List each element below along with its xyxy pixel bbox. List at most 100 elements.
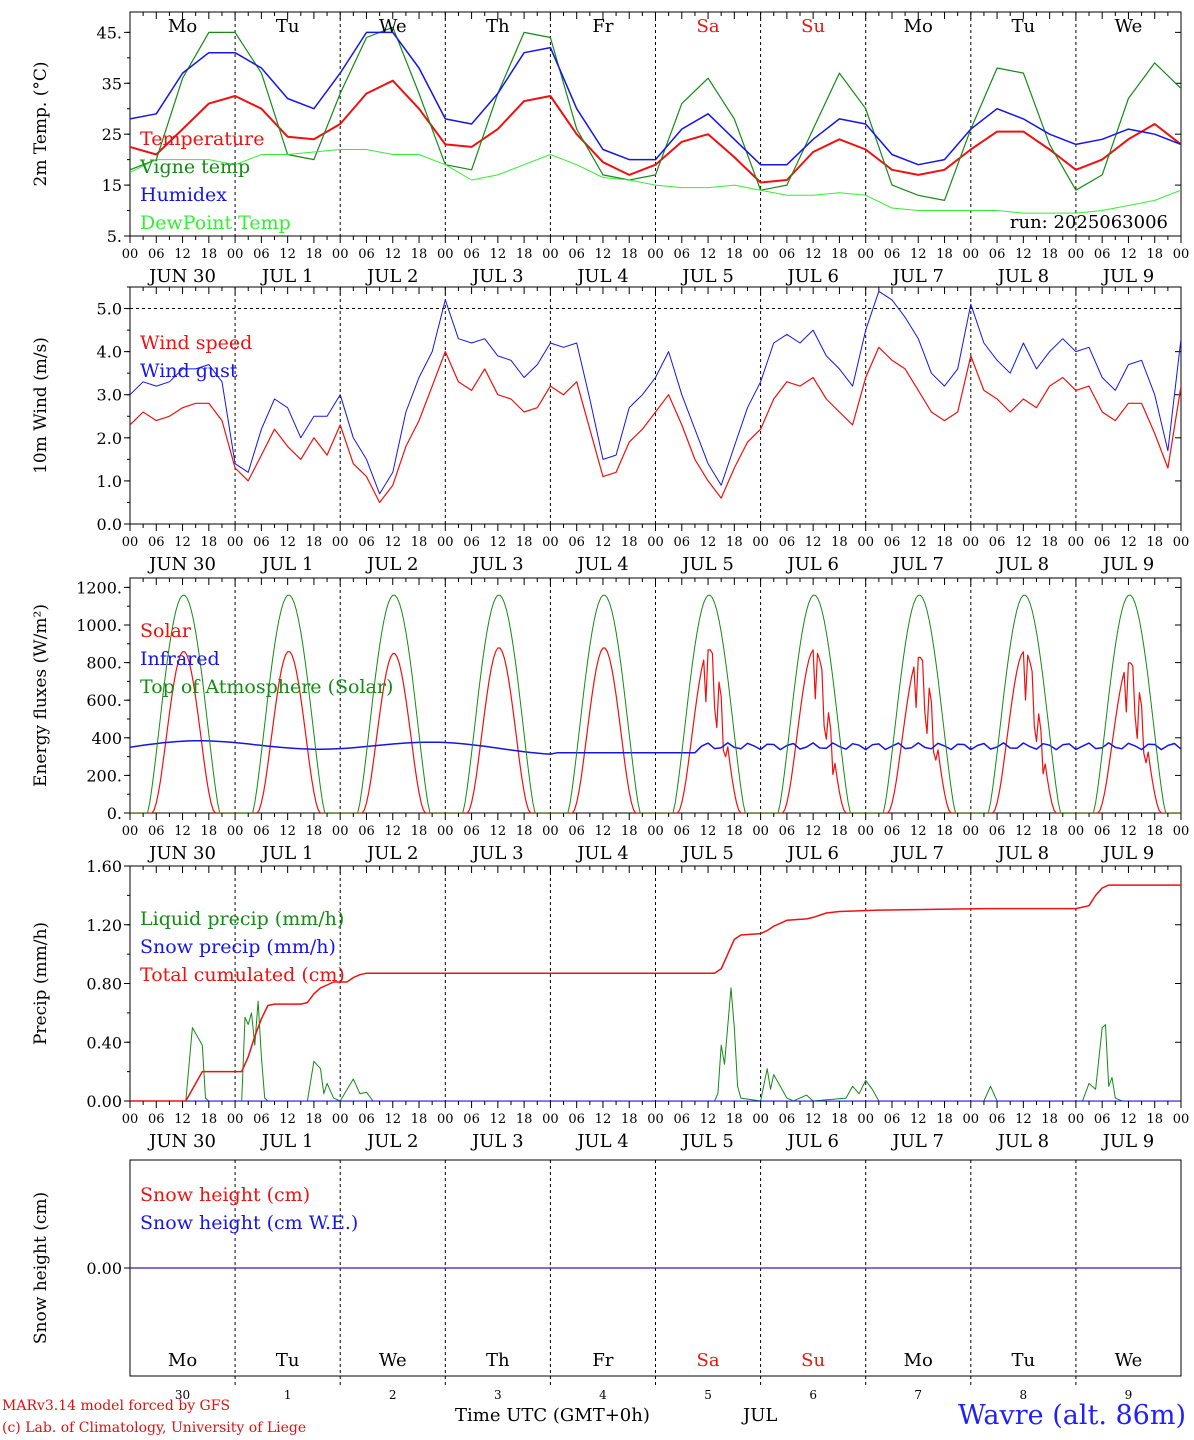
hour-tick-label: 12 <box>174 824 191 839</box>
hour-tick-label: 06 <box>989 247 1006 262</box>
hour-tick-label: 00 <box>542 535 559 550</box>
y-tick-label: 25 <box>102 125 122 144</box>
hour-tick-label: 18 <box>306 247 323 262</box>
hour-tick-label: 12 <box>174 535 191 550</box>
hour-tick-label: 12 <box>595 535 612 550</box>
date-label: JUN 30 <box>147 1131 216 1152</box>
hour-tick-label: 06 <box>358 824 375 839</box>
hour-tick-label: 06 <box>463 1112 480 1127</box>
hour-tick-label: 12 <box>595 824 612 839</box>
hour-tick-label: 06 <box>674 535 691 550</box>
hour-tick-label: 00 <box>332 824 349 839</box>
hour-tick-label: 06 <box>253 535 270 550</box>
hour-tick-label: 12 <box>279 247 296 262</box>
hour-tick-label: 00 <box>437 247 454 262</box>
hour-tick-label: 12 <box>1015 247 1032 262</box>
hour-tick-label: 00 <box>752 1112 769 1127</box>
hour-tick-label: 18 <box>621 535 638 550</box>
day-name-label: We <box>1115 16 1143 37</box>
hour-tick-label: 06 <box>779 535 796 550</box>
legend-entry: Solar <box>140 620 192 642</box>
legend-entry: Liquid precip (mm/h) <box>140 908 344 930</box>
hour-tick-label: 18 <box>726 1112 743 1127</box>
series-liquid-precip-mm-h <box>130 987 1181 1101</box>
hour-tick-label: 18 <box>411 1112 428 1127</box>
series-dewpoint-temp <box>130 149 1181 214</box>
date-label: JUL 7 <box>890 843 944 864</box>
y-tick-label: 0.00 <box>86 1092 122 1111</box>
y-axis-label: 10m Wind (m/s) <box>31 337 51 474</box>
legend-entry: Vigne temp <box>139 156 250 178</box>
hour-tick-label: 00 <box>1068 247 1085 262</box>
hour-tick-label: 06 <box>358 535 375 550</box>
day-number-label: 9 <box>1125 1388 1133 1402</box>
hour-tick-label: 18 <box>516 824 533 839</box>
hour-tick-label: 06 <box>674 1112 691 1127</box>
day-number-label: 30 <box>175 1388 190 1402</box>
y-axis-label: Energy fluxes (W/m²) <box>31 604 51 787</box>
hour-tick-label: 18 <box>201 535 218 550</box>
day-name-label: Fr <box>592 1350 613 1371</box>
hour-tick-label: 12 <box>490 1112 507 1127</box>
y-tick-label: 1.0 <box>97 472 122 491</box>
date-label: JUL 4 <box>575 843 629 864</box>
hour-tick-label: 12 <box>174 1112 191 1127</box>
series-top-of-atmosphere-solar <box>130 594 1181 813</box>
y-tick-label: 0.00 <box>86 1259 122 1278</box>
run-label: run: 2025063006 <box>1010 212 1168 233</box>
day-name-label: Mo <box>904 16 933 37</box>
hour-tick-label: 06 <box>568 1112 585 1127</box>
y-tick-label: 5. <box>107 227 122 246</box>
hour-tick-label: 12 <box>1120 247 1137 262</box>
hour-tick-label: 06 <box>148 535 165 550</box>
hour-tick-label: 18 <box>1146 247 1163 262</box>
day-name-label: We <box>379 16 407 37</box>
series-solar <box>130 647 1181 813</box>
date-label: JUL 1 <box>260 266 314 287</box>
hour-tick-label: 18 <box>1041 247 1058 262</box>
hour-tick-label: 12 <box>490 535 507 550</box>
hour-tick-label: 18 <box>1146 824 1163 839</box>
hour-tick-label: 12 <box>1015 1112 1032 1127</box>
hour-tick-label: 06 <box>1094 824 1111 839</box>
day-number-label: 4 <box>599 1388 607 1402</box>
y-tick-label: 1200. <box>76 578 122 597</box>
date-label: JUL 4 <box>575 266 629 287</box>
y-tick-label: 0.40 <box>86 1033 122 1052</box>
hour-tick-label: 12 <box>279 535 296 550</box>
hour-tick-label: 06 <box>358 1112 375 1127</box>
hour-tick-label: 12 <box>910 247 927 262</box>
hour-tick-label: 06 <box>989 1112 1006 1127</box>
hour-tick-label: 06 <box>779 247 796 262</box>
hour-tick-label: 12 <box>805 824 822 839</box>
hour-tick-label: 12 <box>1015 535 1032 550</box>
hour-tick-label: 12 <box>490 824 507 839</box>
day-number-label: 8 <box>1020 1388 1028 1402</box>
y-tick-label: 600. <box>86 691 122 710</box>
y-tick-label: 0. <box>107 804 122 823</box>
hour-tick-label: 00 <box>332 247 349 262</box>
hour-tick-label: 06 <box>148 247 165 262</box>
hour-tick-label: 18 <box>936 247 953 262</box>
day-name-label: Th <box>486 1350 510 1371</box>
credit-model: MARv3.14 model forced by GFS <box>2 1398 231 1414</box>
date-label: JUL 7 <box>890 266 944 287</box>
date-label: JUL 3 <box>470 554 524 575</box>
hour-tick-label: 12 <box>174 247 191 262</box>
hour-tick-label: 00 <box>752 535 769 550</box>
hour-tick-label: 12 <box>1120 824 1137 839</box>
hour-tick-label: 18 <box>306 824 323 839</box>
hour-tick-label: 06 <box>989 824 1006 839</box>
series-temperature <box>130 79 1181 184</box>
hour-tick-label: 18 <box>1146 1112 1163 1127</box>
date-label: JUL 3 <box>470 843 524 864</box>
hour-tick-label: 12 <box>805 535 822 550</box>
hour-tick-label: 18 <box>411 824 428 839</box>
hour-tick-label: 00 <box>542 247 559 262</box>
panel-snow: 0.00 Snow height (cm) Snow height (cm) Snow… <box>31 1159 1182 1402</box>
hour-tick-label: 00 <box>963 1112 980 1127</box>
hour-tick-label: 18 <box>201 824 218 839</box>
hour-tick-label: 12 <box>595 247 612 262</box>
y-tick-label: 1000. <box>76 616 122 635</box>
hour-tick-label: 00 <box>963 535 980 550</box>
